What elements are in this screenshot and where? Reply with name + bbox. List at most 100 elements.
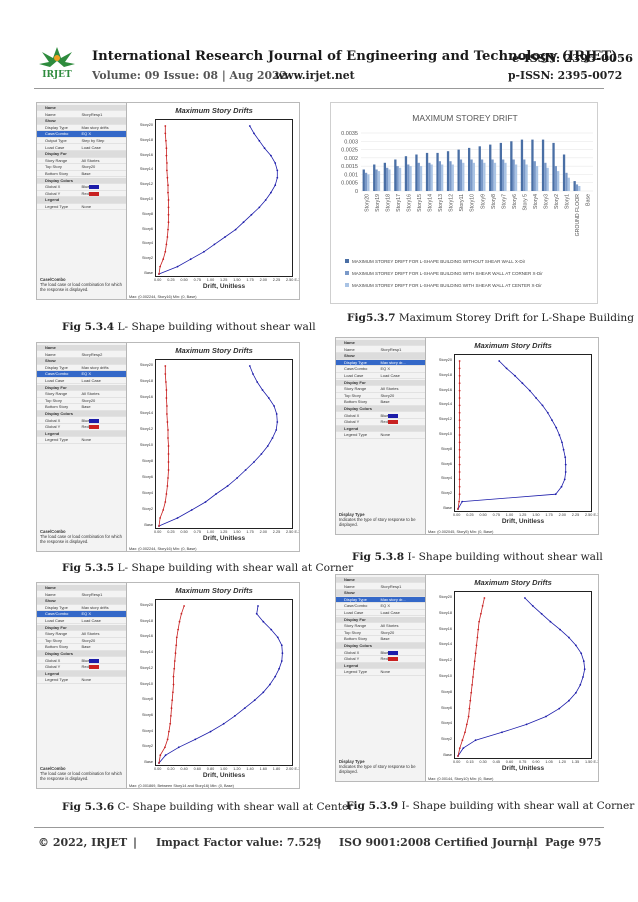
property-row[interactable]: Display Colors xyxy=(37,177,126,184)
property-row[interactable]: Case/Combo EQ X xyxy=(37,371,126,378)
x-tick-label: 0.15 xyxy=(466,760,474,764)
property-row[interactable]: Show xyxy=(37,118,126,125)
property-row[interactable]: Show xyxy=(336,353,425,360)
property-row[interactable]: Legend xyxy=(37,430,126,438)
property-row[interactable]: Load Case Load Case xyxy=(37,618,126,625)
property-row[interactable]: Show xyxy=(37,598,126,605)
property-row[interactable]: Display For xyxy=(336,379,425,386)
property-row[interactable]: Display Colors xyxy=(37,651,126,658)
property-row[interactable]: Top Story Story20 xyxy=(336,393,425,400)
property-row[interactable]: Global X Blue xyxy=(37,184,126,191)
color-swatch[interactable] xyxy=(89,185,100,190)
property-row[interactable]: Display Type Max story dr... xyxy=(336,596,425,604)
property-row[interactable]: Legend Type None xyxy=(37,677,126,684)
property-row[interactable]: Global Y Red xyxy=(37,664,126,671)
property-row[interactable]: Display For xyxy=(37,151,126,158)
property-row[interactable]: Top Story Story20 xyxy=(336,630,425,637)
property-row[interactable]: Display Colors xyxy=(336,406,425,413)
property-row[interactable]: Show xyxy=(37,358,126,365)
property-row[interactable]: Case/Combo EQ X xyxy=(336,603,425,610)
color-swatch[interactable] xyxy=(388,420,399,425)
property-row[interactable]: Case/Combo EQ X xyxy=(336,366,425,373)
drift-point xyxy=(473,660,476,663)
property-row[interactable]: Legend xyxy=(336,662,425,670)
property-row[interactable]: Top Story Story20 xyxy=(37,398,126,405)
property-row[interactable]: Display Type Max story drifts xyxy=(37,125,126,132)
drift-point xyxy=(476,636,479,639)
property-grid[interactable]: Name Name StoryResp2 Show Display Type Max st… xyxy=(37,343,127,551)
property-row[interactable]: Global Y Red xyxy=(336,419,425,426)
property-row[interactable]: Bottom Story Base xyxy=(336,399,425,406)
property-row[interactable]: Load Case Load Case xyxy=(37,145,126,151)
property-grid[interactable]: Name Name StoryResp1 Show Display Type Max st… xyxy=(336,575,426,781)
color-swatch[interactable] xyxy=(89,418,100,423)
property-row[interactable]: Legend xyxy=(336,425,425,433)
property-row[interactable]: Global Y Red xyxy=(37,191,126,198)
property-row[interactable]: Bottom Story Base xyxy=(37,171,126,178)
property-grid[interactable]: Name Name StoryResp1 Show Display Type Max st… xyxy=(37,103,127,299)
property-row[interactable]: Case/Combo EQ X xyxy=(37,611,126,618)
property-row[interactable]: Name xyxy=(336,577,425,584)
property-row[interactable]: Display Type Max story drifts xyxy=(37,365,126,372)
property-row[interactable]: Top Story Story20 xyxy=(37,638,126,645)
website-link[interactable]: www.irjet.net xyxy=(275,69,355,82)
property-row[interactable]: Global Y Red xyxy=(336,656,425,663)
property-row[interactable]: Name StoryResp2 xyxy=(37,352,126,358)
property-row[interactable]: Display For xyxy=(336,616,425,623)
y-tick-label: Story2 xyxy=(441,737,452,742)
property-row[interactable]: Story Range All Stories xyxy=(336,386,425,393)
property-row[interactable]: Name xyxy=(37,585,126,592)
property-row[interactable]: Bottom Story Base xyxy=(336,636,425,643)
property-row[interactable]: Display For xyxy=(37,384,126,391)
property-row[interactable]: Global Y Red xyxy=(37,424,126,431)
property-row[interactable]: Legend xyxy=(37,670,126,678)
property-row[interactable]: Name StoryResp1 xyxy=(336,347,425,353)
property-row[interactable]: Load Case Load Case xyxy=(336,373,425,380)
property-row[interactable]: Legend Type None xyxy=(336,432,425,439)
property-row[interactable]: Name StoryResp1 xyxy=(37,112,126,118)
color-swatch[interactable] xyxy=(89,665,100,670)
property-row[interactable]: Display Type Max story dr... xyxy=(336,359,425,367)
property-row[interactable]: Top Story Story20 xyxy=(37,164,126,171)
property-row[interactable]: Display For xyxy=(37,624,126,631)
color-swatch[interactable] xyxy=(388,413,399,418)
property-row[interactable]: Display Colors xyxy=(336,643,425,650)
property-row[interactable]: Load Case Load Case xyxy=(336,610,425,617)
property-row[interactable]: Legend Type None xyxy=(336,669,425,676)
property-row[interactable]: Name xyxy=(336,340,425,347)
color-swatch[interactable] xyxy=(89,191,100,196)
property-row[interactable]: Display Colors xyxy=(37,411,126,418)
property-row[interactable]: Legend xyxy=(37,197,126,204)
property-row[interactable]: Story Range All Stories xyxy=(37,631,126,638)
property-row[interactable]: Global X Blue xyxy=(37,658,126,664)
color-swatch[interactable] xyxy=(89,425,100,430)
property-row[interactable]: Name xyxy=(37,345,126,352)
property-row[interactable]: Global X Blue xyxy=(37,418,126,424)
property-row[interactable]: Output Type Step by Step xyxy=(37,138,126,145)
drift-point xyxy=(458,456,461,459)
property-row[interactable]: Story Range All Stories xyxy=(37,391,126,398)
drift-point xyxy=(551,419,553,422)
property-row[interactable]: Name StoryResp1 xyxy=(336,584,425,590)
property-row[interactable]: Legend Type None xyxy=(37,437,126,444)
color-swatch[interactable] xyxy=(89,658,100,663)
color-swatch[interactable] xyxy=(388,657,399,662)
property-row[interactable]: Story Range All Stories xyxy=(37,158,126,165)
property-row[interactable]: Case/Combo EQ X xyxy=(37,131,126,138)
property-key: Display For xyxy=(45,384,67,390)
property-row[interactable]: Name StoryResp1 xyxy=(37,592,126,598)
property-row[interactable]: Show xyxy=(336,590,425,597)
property-row[interactable]: Global X Blue xyxy=(336,650,425,656)
property-row[interactable]: Global X Blue xyxy=(336,413,425,419)
property-row[interactable]: Legend Type None xyxy=(37,204,126,211)
property-row[interactable]: Name xyxy=(37,105,126,112)
property-row[interactable]: Bottom Story Base xyxy=(37,404,126,411)
property-row[interactable]: Bottom Story Base xyxy=(37,644,126,651)
property-row[interactable]: Load Case Load Case xyxy=(37,378,126,385)
property-row[interactable]: Display Type Max story drifts xyxy=(37,605,126,612)
color-swatch[interactable] xyxy=(388,650,399,655)
property-grid[interactable]: Name Name StoryResp1 Show Display Type Max st… xyxy=(336,338,426,534)
property-row[interactable]: Story Range All Stories xyxy=(336,623,425,630)
property-grid[interactable]: Name Name StoryResp1 Show Display Type Max st… xyxy=(37,583,127,788)
property-key: Legend Type xyxy=(45,677,69,683)
